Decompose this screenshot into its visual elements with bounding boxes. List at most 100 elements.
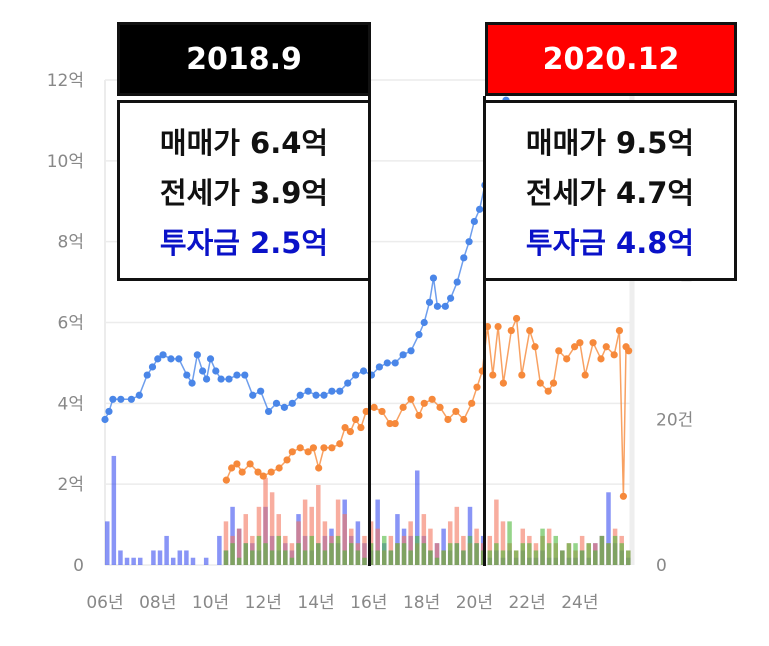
bar-월세 거래량 (316, 543, 321, 565)
point-매매가 (264, 407, 273, 416)
point-전세가 (288, 448, 296, 456)
point-매매가 (359, 367, 368, 375)
point-전세가 (468, 399, 476, 407)
point-매매가 (447, 294, 455, 302)
x-tick-label: 24년 (561, 593, 598, 613)
bar-월세 거래량 (335, 535, 341, 565)
point-매매가 (241, 371, 249, 379)
point-매매가 (453, 278, 461, 286)
point-전세가 (259, 472, 267, 480)
point-매매가 (407, 347, 415, 355)
point-매매가 (383, 359, 391, 367)
bar-월세 거래량 (401, 543, 407, 565)
point-매매가 (175, 355, 183, 363)
bar-전세 거래량 (289, 543, 295, 565)
point-전세가 (619, 492, 628, 500)
x-tick-label: 20년 (456, 593, 493, 613)
point-매매가 (280, 403, 288, 411)
point-매매가 (249, 391, 257, 399)
bar-월세 거래량 (388, 550, 394, 565)
bar-월세 거래량 (494, 543, 499, 565)
bar-매매 거래량 (131, 557, 136, 565)
point-매매가 (135, 391, 143, 399)
bar-전세 거래량 (428, 528, 433, 565)
bar-월세 거래량 (263, 543, 268, 565)
point-전세가 (563, 355, 571, 363)
bar-월세 거래량 (342, 550, 347, 565)
point-전세가 (391, 419, 399, 428)
point-전세가 (320, 444, 328, 452)
bar-전세 거래량 (421, 514, 427, 565)
line-전세가 (225, 318, 630, 497)
bar-월세 거래량 (329, 543, 334, 565)
point-매매가 (154, 355, 162, 363)
bar-매매 거래량 (217, 535, 222, 565)
y-left-tick-label: 10억 (47, 152, 84, 172)
point-전세가 (267, 468, 275, 476)
bar-월세 거래량 (560, 550, 565, 565)
bar-월세 거래량 (461, 550, 466, 565)
point-매매가 (433, 302, 442, 310)
point-매매가 (212, 367, 220, 375)
x-tick-label: 12년 (245, 593, 282, 613)
point-전세가 (544, 387, 552, 395)
y-right-tick-label: 20건 (656, 411, 693, 431)
bar-매매 거래량 (111, 455, 117, 565)
bar-월세 거래량 (223, 550, 229, 565)
point-전세가 (499, 379, 507, 387)
point-전세가 (309, 444, 318, 452)
point-매매가 (420, 318, 428, 327)
point-전세가 (452, 407, 460, 416)
point-전세가 (570, 343, 579, 351)
x-tick-label: 18년 (403, 593, 440, 613)
point-전세가 (625, 347, 633, 355)
point-전세가 (420, 399, 428, 407)
bar-월세 거래량 (421, 543, 427, 565)
point-매매가 (217, 375, 225, 383)
point-전세가 (581, 371, 589, 379)
y-left-tick-label: 4억 (58, 394, 84, 414)
point-매매가 (425, 298, 434, 306)
bar-전세 거래량 (335, 499, 341, 565)
point-매매가 (328, 387, 336, 395)
point-매매가 (105, 407, 113, 416)
bar-월세 거래량 (362, 557, 367, 565)
bar-월세 거래량 (289, 557, 295, 565)
bar-전세 거래량 (302, 499, 308, 565)
bar-월세 거래량 (553, 535, 558, 565)
point-매매가 (233, 371, 241, 379)
bar-매매 거래량 (157, 550, 163, 565)
y-left-tick-label: 6억 (58, 314, 84, 334)
bar-월세 거래량 (566, 543, 572, 565)
point-매매가 (312, 391, 320, 399)
point-전세가 (473, 383, 481, 391)
bar-전세 거래량 (494, 499, 499, 565)
bar-매매 거래량 (164, 535, 169, 565)
point-전세가 (489, 371, 497, 379)
bar-매매 거래량 (177, 550, 183, 565)
point-매매가 (336, 387, 344, 395)
point-전세가 (597, 355, 605, 363)
point-매매가 (375, 363, 383, 371)
x-tick-label: 14년 (297, 593, 334, 613)
bar-월세 거래량 (414, 535, 420, 565)
bar-월세 거래량 (593, 550, 598, 565)
point-매매가 (193, 351, 201, 359)
point-전세가 (283, 456, 291, 464)
point-매매가 (143, 371, 151, 379)
bar-전세 거래량 (223, 521, 229, 565)
point-매매가 (159, 351, 167, 359)
annotation-line-2020-12 (483, 96, 486, 566)
investment-text: 투자금 2.5억 (159, 225, 329, 260)
point-매매가 (206, 355, 215, 363)
bar-월세 거래량 (454, 543, 460, 565)
jeonse-price-text: 전세가 3.9억 (159, 175, 329, 210)
annotation-box-2020-12: 매매가 9.5억 전세가 4.7억 투자금 4.8억 (483, 100, 737, 281)
bar-월세 거래량 (355, 550, 361, 565)
point-매매가 (101, 415, 109, 424)
x-tick-label: 06년 (86, 593, 123, 613)
bar-월세 거래량 (520, 543, 526, 565)
bar-전세 거래량 (500, 521, 506, 565)
